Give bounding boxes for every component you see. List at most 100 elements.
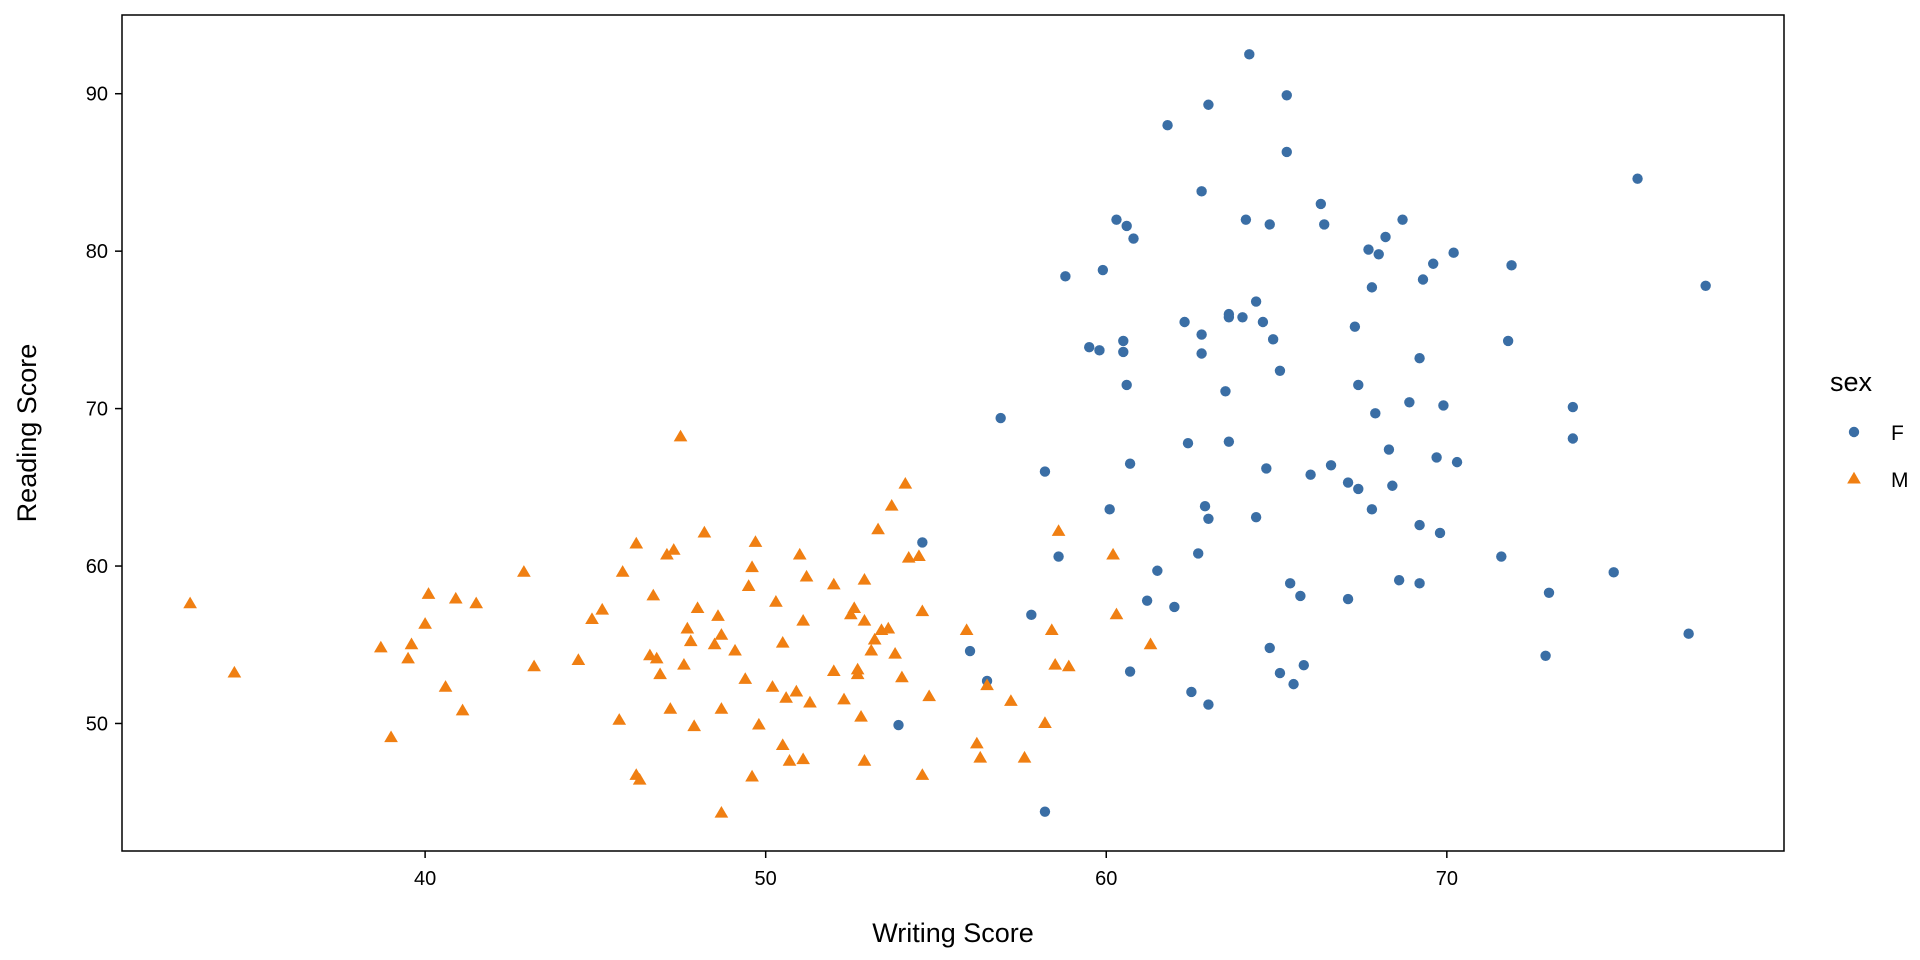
data-point <box>448 591 463 604</box>
data-point <box>1121 220 1132 232</box>
data-point <box>1428 258 1439 269</box>
data-point <box>1039 806 1051 817</box>
data-point <box>1353 483 1364 495</box>
data-point <box>1143 637 1158 650</box>
data-point <box>1414 519 1425 531</box>
y-tick-label: 90 <box>86 84 108 106</box>
legend-label: F <box>1891 422 1904 445</box>
data-point <box>690 601 705 614</box>
data-point <box>1502 335 1514 347</box>
data-point <box>227 665 242 678</box>
data-point <box>1111 214 1122 225</box>
data-point <box>1061 659 1076 672</box>
data-point <box>1196 329 1207 340</box>
x-tick-label: 60 <box>1095 868 1117 890</box>
data-point <box>1298 660 1309 671</box>
data-point <box>973 750 988 763</box>
data-point <box>1414 353 1425 364</box>
data-point <box>1250 512 1262 523</box>
data-point <box>1124 458 1136 469</box>
data-point <box>1448 247 1459 258</box>
data-point <box>455 703 470 716</box>
data-point <box>673 429 688 442</box>
data-point <box>1288 678 1299 690</box>
data-point <box>1567 433 1579 444</box>
data-point <box>1196 186 1207 197</box>
data-point <box>1543 587 1555 599</box>
data-point <box>649 651 664 664</box>
data-point <box>1094 345 1105 356</box>
data-point <box>1417 274 1429 285</box>
data-point <box>1118 335 1129 347</box>
data-point <box>745 769 759 782</box>
data-point <box>1370 408 1381 419</box>
data-point <box>893 719 904 731</box>
data-point <box>748 535 763 547</box>
data-point <box>1305 469 1316 480</box>
data-point <box>707 637 722 650</box>
data-point <box>1203 513 1214 525</box>
data-point <box>1349 321 1361 332</box>
data-point <box>1193 548 1204 559</box>
data-point <box>1363 244 1374 255</box>
data-point <box>1319 219 1330 230</box>
y-tick-label: 60 <box>86 556 108 578</box>
data-point <box>1284 578 1296 589</box>
plot-points <box>183 49 1711 818</box>
data-point <box>1203 99 1214 110</box>
data-point <box>1104 504 1115 515</box>
data-point <box>1353 379 1364 391</box>
data-point <box>881 621 896 634</box>
data-point <box>895 670 909 683</box>
data-point <box>1683 628 1694 639</box>
data-point <box>612 713 627 725</box>
data-point <box>1182 438 1194 449</box>
data-point <box>745 560 759 573</box>
data-point <box>1451 456 1463 468</box>
data-point <box>183 596 197 609</box>
data-point <box>741 579 756 591</box>
data-point <box>585 612 599 625</box>
data-point <box>1496 551 1507 562</box>
data-point <box>884 499 899 511</box>
data-point <box>1060 271 1071 282</box>
legend: sex FM <box>1830 367 1909 492</box>
data-point <box>571 653 586 665</box>
data-point <box>1097 264 1109 276</box>
data-point <box>401 651 415 664</box>
data-point <box>1380 231 1391 243</box>
data-point <box>775 635 790 648</box>
data-point <box>964 645 976 657</box>
data-point <box>517 565 531 577</box>
data-point <box>1540 650 1551 661</box>
data-point <box>1118 346 1129 358</box>
data-point <box>660 547 674 560</box>
data-point <box>796 613 810 626</box>
data-point <box>1026 609 1037 621</box>
data-point <box>850 667 865 680</box>
data-point <box>803 695 817 708</box>
data-point <box>1257 316 1269 328</box>
data-point <box>799 569 814 582</box>
data-point <box>1106 547 1120 560</box>
data-point <box>1434 527 1446 539</box>
data-point <box>1084 341 1095 353</box>
data-point <box>1237 312 1248 323</box>
x-axis: 40 50 60 70 <box>414 851 1458 890</box>
x-tick-label: 40 <box>414 868 436 890</box>
data-point <box>752 717 766 730</box>
data-point <box>857 613 872 626</box>
data-point <box>1250 296 1262 307</box>
data-point <box>469 596 484 609</box>
data-point <box>738 672 753 684</box>
data-point <box>629 536 644 549</box>
data-point <box>1162 120 1173 131</box>
data-point <box>595 602 610 615</box>
data-point <box>959 623 974 636</box>
data-point <box>1342 593 1354 605</box>
legend-title: sex <box>1830 367 1873 397</box>
data-point <box>980 678 994 691</box>
data-point <box>1393 575 1405 586</box>
y-tick-label: 80 <box>86 241 108 263</box>
